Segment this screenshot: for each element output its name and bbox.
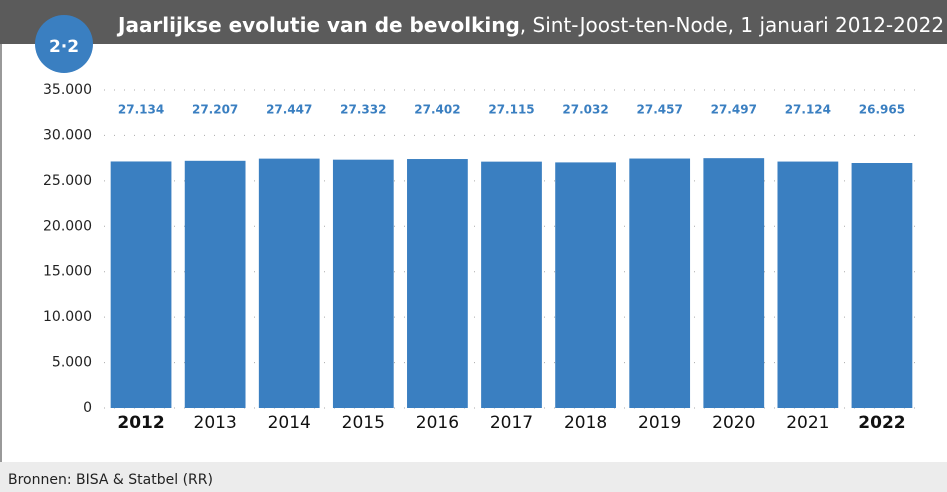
x-tick-label: 2018 <box>564 413 607 433</box>
x-tick-label: 2022 <box>858 413 905 433</box>
x-tick-label: 2021 <box>786 413 829 433</box>
header-bar <box>0 0 947 44</box>
title-sub: , Sint-Joost-ten-Node, 1 januari 2012-20… <box>520 13 944 37</box>
chart-title: Jaarlijkse evolutie van de bevolking, Si… <box>116 13 944 37</box>
bar <box>258 158 320 408</box>
bar <box>703 158 765 408</box>
y-tick-label: 10.000 <box>43 309 92 325</box>
y-tick-label: 5.000 <box>52 355 92 371</box>
x-tick-label: 2013 <box>194 413 237 433</box>
bar <box>555 162 616 408</box>
y-tick-label: 35.000 <box>43 82 92 98</box>
value-label: 27.402 <box>414 103 460 117</box>
bar <box>851 163 913 408</box>
bar <box>184 160 246 408</box>
x-tick-label: 2019 <box>638 413 681 433</box>
value-label: 27.457 <box>637 103 683 117</box>
y-tick-label: 20.000 <box>43 218 92 234</box>
value-label: 27.497 <box>711 103 757 117</box>
value-label: 27.032 <box>562 103 608 117</box>
x-tick-label: 2017 <box>490 413 533 433</box>
x-tick-label: 2020 <box>712 413 755 433</box>
bar <box>629 158 691 408</box>
y-tick-label: 30.000 <box>43 127 92 143</box>
bar <box>110 161 172 408</box>
value-label: 27.134 <box>118 103 164 117</box>
badge <box>35 15 93 73</box>
value-label: 27.332 <box>340 103 386 117</box>
badge-text: 2·2 <box>49 37 79 57</box>
y-tick-label: 15.000 <box>43 264 92 280</box>
x-tick-label: 2014 <box>268 413 311 433</box>
bar <box>407 159 468 408</box>
y-tick-label: 0 <box>83 400 92 416</box>
value-label: 27.207 <box>192 103 238 117</box>
y-tick-label: 25.000 <box>43 173 92 189</box>
value-label: 26.965 <box>859 103 905 117</box>
bar <box>777 161 839 408</box>
value-label: 27.447 <box>266 103 312 117</box>
source: Bronnen: BISA & Statbel (RR) <box>8 472 213 488</box>
x-tick-label: 2012 <box>117 413 164 433</box>
value-label: 27.115 <box>488 103 534 117</box>
x-tick-label: 2016 <box>416 413 459 433</box>
title-main: Jaarlijkse evolutie van de bevolking <box>116 13 520 37</box>
footer-bar <box>0 462 947 492</box>
bar <box>332 159 394 408</box>
x-tick-label: 2015 <box>342 413 385 433</box>
value-label: 27.124 <box>785 103 831 117</box>
bar <box>481 161 542 408</box>
